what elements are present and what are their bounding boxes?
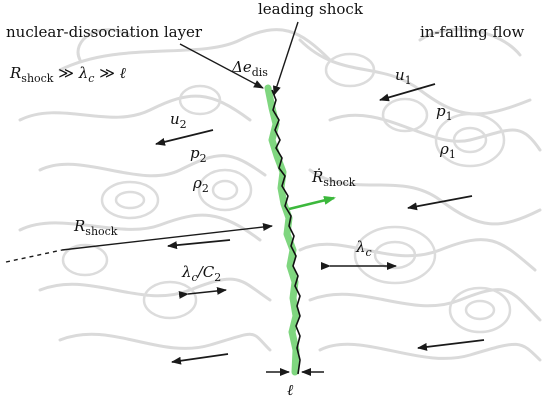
turbulence-eddies [61, 52, 512, 334]
lambda-c-over-c2-arrow [178, 286, 227, 299]
r-symbol: R [10, 64, 22, 82]
rho2-label: ρ2 [193, 174, 209, 195]
leading-shock-pointer [273, 21, 299, 96]
u2-arrow [155, 129, 214, 146]
inflow-arrow-mid [407, 195, 473, 211]
c-subscript: c [191, 271, 198, 284]
leading-shock-label: leading shock [258, 0, 363, 18]
c-subscript: c [365, 246, 372, 259]
shock-subscript: shock [21, 72, 54, 85]
r-shock-line [61, 223, 273, 251]
rho-symbol: ρ [193, 174, 202, 192]
in-falling-flow-label: in-falling flow [420, 23, 525, 41]
one-subscript: 1 [448, 148, 456, 161]
rdot-shock-label: Ṙshock [312, 168, 356, 189]
lambda-symbol: λ [356, 238, 366, 256]
nuclear-dissociation-layer [264, 84, 300, 376]
r-shock-dashed [5, 249, 63, 263]
layer-pointer [179, 43, 264, 89]
nuclear-dissociation-layer-label: nuclear-dissociation layer [6, 23, 203, 41]
dis-subscript: dis [251, 66, 268, 79]
r-symbol: R [74, 217, 86, 235]
u1-arrow [379, 83, 436, 102]
delta-e-symbol: Δe [232, 58, 252, 76]
delta-e-dis-label: Δedis [232, 58, 268, 79]
u1-label: u1 [395, 66, 412, 87]
two-subscript: 2 [214, 271, 222, 284]
rho-symbol: ρ [440, 140, 449, 158]
shock-subscript: shock [85, 225, 118, 238]
lambda-c-label: λc [356, 238, 372, 259]
r-shock-label: Rshock [74, 217, 118, 238]
p1-label: p1 [436, 102, 453, 123]
u2-label: u2 [170, 110, 187, 131]
scale-relation-label: Rshock ≫ λc ≫ ℓ [10, 64, 126, 85]
inflow-arrow-low [417, 339, 485, 351]
p2-label: p2 [190, 144, 207, 165]
lambda-symbol: λ [182, 263, 192, 281]
post-shock-arrow-mid [167, 239, 231, 250]
c-subscript: c [88, 72, 95, 85]
post-shock-arrow-low [171, 353, 229, 365]
turbulence-background [18, 27, 542, 362]
rdot-symbol: Ṙ [312, 168, 324, 186]
lambda-symbol: λ [78, 64, 89, 82]
rho1-label: ρ1 [440, 140, 456, 161]
leading-shock-line [271, 89, 301, 375]
much-greater-symbol: ≫ [53, 64, 79, 82]
shock-velocity-arrow [288, 196, 336, 211]
p-symbol: p [190, 144, 200, 162]
slash-c-symbol: /C [197, 263, 215, 281]
one-subscript: 1 [404, 74, 412, 87]
two-subscript: 2 [179, 118, 187, 131]
ell-symbol: ℓ [119, 64, 126, 82]
ell-label: ℓ [287, 381, 294, 399]
two-subscript: 2 [199, 152, 207, 165]
lambda-c-over-c2-label: λc/C2 [182, 263, 222, 284]
u-symbol: u [395, 66, 405, 84]
shock-subscript: shock [323, 176, 356, 189]
one-subscript: 1 [445, 110, 453, 123]
p-symbol: p [436, 102, 446, 120]
two-subscript: 2 [201, 182, 209, 195]
much-greater-symbol-2: ≫ [94, 64, 120, 82]
u-symbol: u [170, 110, 180, 128]
